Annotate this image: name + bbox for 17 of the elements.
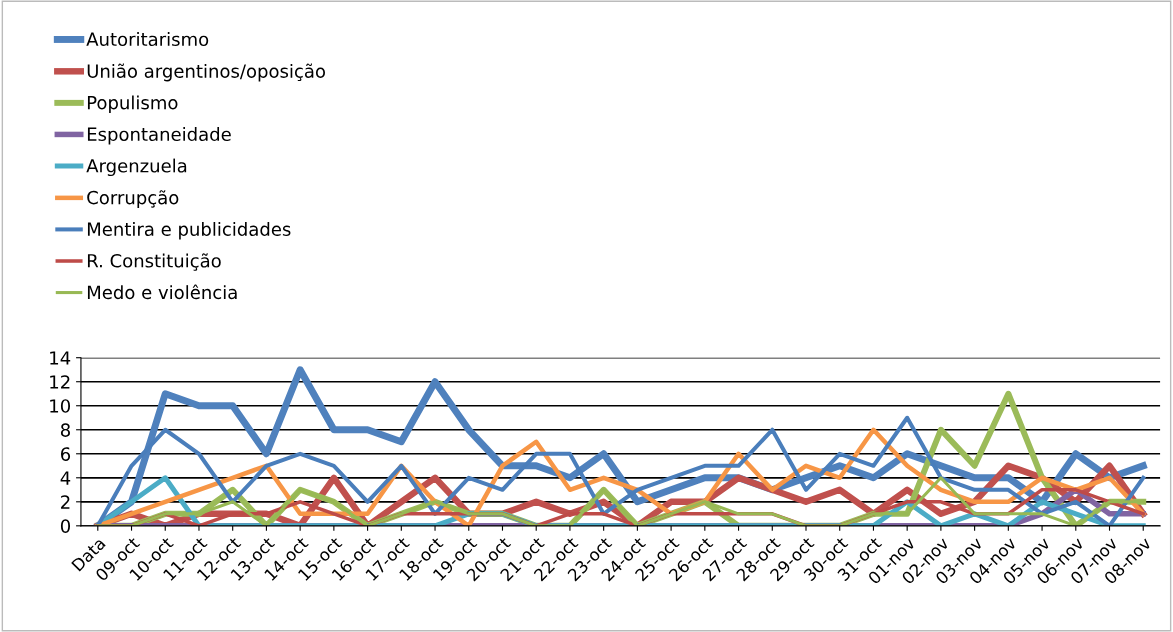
y-tick-label: 0: [60, 519, 71, 533]
legend-label: Populismo: [87, 95, 178, 113]
y-tick-label: 2: [61, 495, 70, 509]
y-tick-label: 6: [60, 447, 71, 461]
y-tick-label: 4: [60, 471, 71, 485]
legend-label: Mentira e publicidades: [87, 222, 291, 240]
legend-label: União argentinos/oposição: [87, 63, 326, 82]
y-tick-label: 10: [50, 399, 71, 413]
y-tick-label: 14: [50, 351, 71, 365]
y-tick-label: 12: [50, 375, 70, 389]
legend-label: Medo e violência: [87, 284, 237, 300]
legend-label: Autoritarismo: [86, 32, 209, 47]
legend-label: Corrupção: [87, 190, 179, 208]
legend-label: Espontaneidade: [87, 127, 231, 145]
legend-label: Argenzuela: [86, 158, 187, 177]
y-tick-label: 8: [60, 423, 70, 437]
legend-label: R. Constituição: [87, 253, 221, 271]
